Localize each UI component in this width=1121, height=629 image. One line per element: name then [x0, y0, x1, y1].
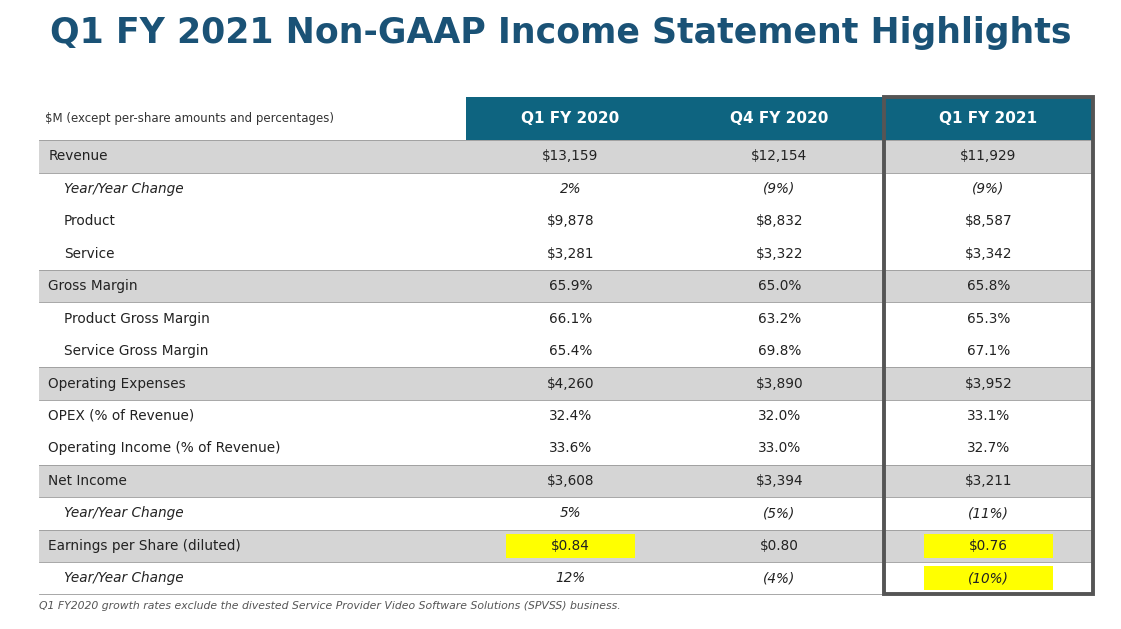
Text: 32.7%: 32.7%: [966, 442, 1010, 455]
Text: $11,929: $11,929: [961, 150, 1017, 164]
Text: Service Gross Margin: Service Gross Margin: [64, 344, 209, 358]
Text: (4%): (4%): [763, 571, 796, 585]
Text: Gross Margin: Gross Margin: [48, 279, 138, 293]
Text: $8,832: $8,832: [756, 214, 804, 228]
Text: $3,211: $3,211: [965, 474, 1012, 488]
Bar: [884, 97, 1093, 140]
Text: $3,281: $3,281: [547, 247, 594, 261]
Text: $13,159: $13,159: [543, 150, 599, 164]
Text: 65.4%: 65.4%: [549, 344, 592, 358]
Bar: [39, 140, 1093, 173]
Text: 65.8%: 65.8%: [966, 279, 1010, 293]
Bar: [39, 465, 1093, 497]
Text: 5%: 5%: [559, 506, 582, 520]
Text: (9%): (9%): [972, 182, 1004, 196]
Text: Year/Year Change: Year/Year Change: [64, 506, 184, 520]
Text: 67.1%: 67.1%: [966, 344, 1010, 358]
Text: $0.80: $0.80: [760, 539, 799, 553]
Text: Product: Product: [64, 214, 115, 228]
Text: $0.76: $0.76: [969, 539, 1008, 553]
Bar: [506, 534, 636, 558]
Text: 33.1%: 33.1%: [966, 409, 1010, 423]
Text: Operating Income (% of Revenue): Operating Income (% of Revenue): [48, 442, 280, 455]
Text: Product Gross Margin: Product Gross Margin: [64, 312, 210, 326]
Bar: [39, 497, 1093, 530]
Text: $0.84: $0.84: [552, 539, 590, 553]
Bar: [39, 270, 1093, 303]
Bar: [924, 534, 1054, 558]
Text: OPEX (% of Revenue): OPEX (% of Revenue): [48, 409, 194, 423]
Text: 33.0%: 33.0%: [758, 442, 802, 455]
Bar: [924, 566, 1054, 590]
Text: $3,890: $3,890: [756, 377, 804, 391]
Text: $3,952: $3,952: [964, 377, 1012, 391]
Text: 32.0%: 32.0%: [758, 409, 802, 423]
Text: 12%: 12%: [555, 571, 585, 585]
Text: Q1 FY 2021 Non-GAAP Income Statement Highlights: Q1 FY 2021 Non-GAAP Income Statement Hig…: [49, 16, 1072, 50]
Bar: [39, 530, 1093, 562]
Bar: [39, 367, 1093, 400]
Text: $3,608: $3,608: [547, 474, 594, 488]
Text: 2%: 2%: [559, 182, 582, 196]
Text: (9%): (9%): [763, 182, 796, 196]
Text: $3,322: $3,322: [756, 247, 804, 261]
Text: Q1 FY2020 growth rates exclude the divested Service Provider Video Software Solu: Q1 FY2020 growth rates exclude the dives…: [39, 601, 621, 611]
Text: Net Income: Net Income: [48, 474, 127, 488]
Text: $9,878: $9,878: [547, 214, 594, 228]
Text: 33.6%: 33.6%: [549, 442, 592, 455]
Text: 32.4%: 32.4%: [549, 409, 592, 423]
Text: 65.3%: 65.3%: [966, 312, 1010, 326]
Text: $8,587: $8,587: [965, 214, 1012, 228]
Text: 66.1%: 66.1%: [549, 312, 592, 326]
Bar: [675, 97, 884, 140]
Text: 63.2%: 63.2%: [758, 312, 802, 326]
Bar: [39, 562, 1093, 594]
Text: Q4 FY 2020: Q4 FY 2020: [730, 111, 828, 126]
Text: Year/Year Change: Year/Year Change: [64, 182, 184, 196]
Text: 65.9%: 65.9%: [549, 279, 592, 293]
Text: Revenue: Revenue: [48, 150, 108, 164]
Text: (10%): (10%): [967, 571, 1009, 585]
Text: (11%): (11%): [967, 506, 1009, 520]
Text: $3,342: $3,342: [965, 247, 1012, 261]
Text: Q1 FY 2021: Q1 FY 2021: [939, 111, 1038, 126]
Text: Operating Expenses: Operating Expenses: [48, 377, 186, 391]
Text: Earnings per Share (diluted): Earnings per Share (diluted): [48, 539, 241, 553]
Text: $12,154: $12,154: [751, 150, 807, 164]
Text: Q1 FY 2020: Q1 FY 2020: [521, 111, 620, 126]
Text: 69.8%: 69.8%: [758, 344, 802, 358]
Text: 65.0%: 65.0%: [758, 279, 802, 293]
Text: Year/Year Change: Year/Year Change: [64, 571, 184, 585]
Text: $4,260: $4,260: [547, 377, 594, 391]
Text: $M (except per-share amounts and percentages): $M (except per-share amounts and percent…: [45, 113, 334, 125]
Text: $3,394: $3,394: [756, 474, 804, 488]
Bar: [466, 97, 675, 140]
Text: Service: Service: [64, 247, 114, 261]
Text: (5%): (5%): [763, 506, 796, 520]
